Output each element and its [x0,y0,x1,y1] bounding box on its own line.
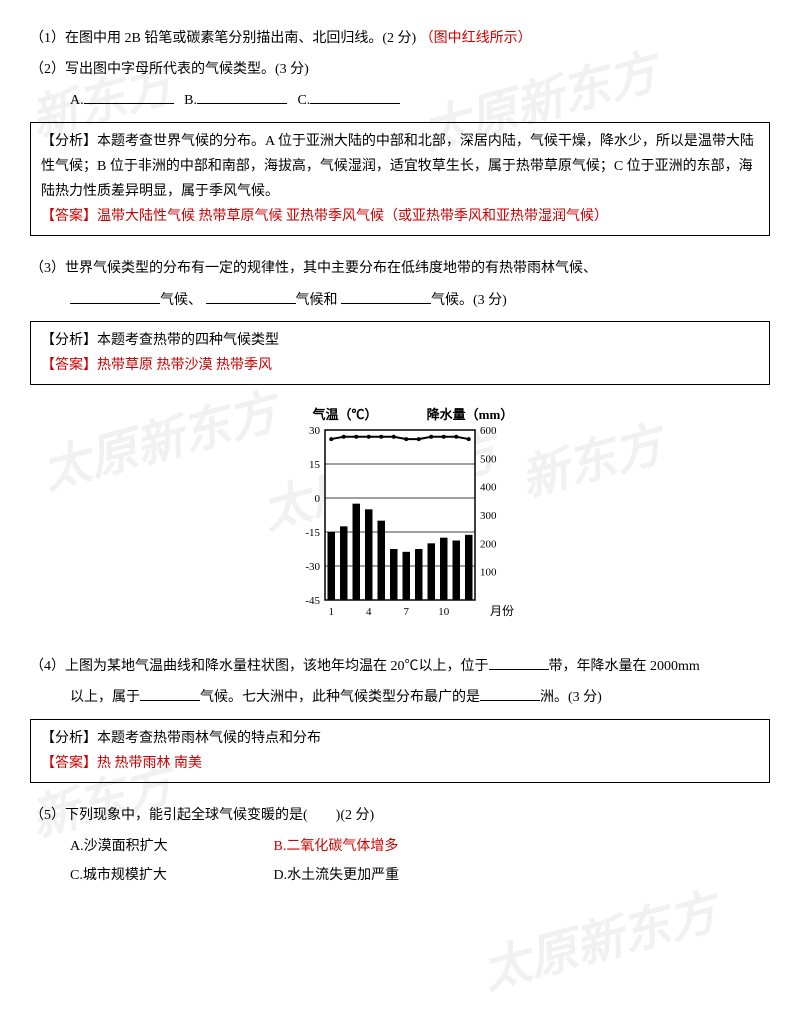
svg-text:300: 300 [480,510,497,522]
svg-text:200: 200 [480,538,497,550]
q2-label-a: A. [70,93,84,108]
q5-optC[interactable]: C.城市规模扩大 [70,863,270,888]
svg-text:气温（℃）: 气温（℃） [312,407,377,422]
svg-text:10: 10 [438,606,450,618]
q4-d: 气候。七大洲中，此种气候类型分布最广的是 [200,690,480,705]
question-4: （4）上图为某地气温曲线和降水量柱状图，该地年均温在 20℃以上，位于 带，年降水… [30,654,770,679]
q5-optD[interactable]: D.水土流失更加严重 [274,863,474,888]
q5-options-row2: C.城市规模扩大 D.水土流失更加严重 [30,863,770,888]
q3-b2: 气候和 [296,293,338,308]
q3-b1: 气候、 [160,293,202,308]
q4-a: （4）上图为某地气温曲线和降水量柱状图，该地年均温在 20℃以上，位于 [30,659,489,674]
q5-text: （5）下列现象中，能引起全球气候变暖的是( )(2 分) [30,808,374,823]
box2-answer: 热带草原 热带沙漠 热带季风 [97,358,272,373]
q2-label-b: B. [184,93,197,108]
question-5: （5）下列现象中，能引起全球气候变暖的是( )(2 分) [30,803,770,828]
svg-text:30: 30 [309,425,321,437]
svg-text:600: 600 [480,425,497,437]
q5-optA[interactable]: A.沙漠面积扩大 [70,834,270,859]
chart-svg: 气温（℃） 降水量（mm） 30 15 0 -15 -30 -45 600 500 400 300 20… [280,405,520,625]
svg-text:降水量（mm）: 降水量（mm） [427,407,514,422]
question-3: （3）世界气候类型的分布有一定的规律性，其中主要分布在低纬度地带的有热带雨林气候… [30,256,770,281]
q2-text: （2）写出图中字母所代表的气候类型。(3 分) [30,62,309,77]
question-1: （1）在图中用 2B 铅笔或碳素笔分别描出南、北回归线。(2 分) （图中红线所… [30,26,770,51]
q3-b3: 气候。(3 分) [431,293,507,308]
box1-analysis: 本题考查世界气候的分布。A 位于亚洲大陆的中部和北部，深居内陆，气候干燥，降水少… [41,134,754,199]
svg-text:4: 4 [366,606,372,618]
blank-c[interactable] [310,89,400,104]
box3-answer-label: 【答案】 [41,756,97,771]
svg-text:15: 15 [309,459,321,471]
box3-analysis: 本题考查热带雨林气候的特点和分布 [97,731,321,746]
svg-text:100: 100 [480,567,497,579]
svg-text:-45: -45 [305,595,320,607]
q3-text-a: （3）世界气候类型的分布有一定的规律性，其中主要分布在低纬度地带的有热带雨林气候… [30,261,597,276]
blank-q4-2[interactable] [140,686,200,701]
box3-analysis-label: 【分析】 [41,731,97,746]
box3-answer: 热 热带雨林 南美 [97,756,202,771]
blank-q3-1[interactable] [70,289,160,304]
box1-analysis-row: 【分析】本题考查世界气候的分布。A 位于亚洲大陆的中部和北部，深居内陆，气候干燥… [41,129,759,205]
q5-optB[interactable]: B.二氧化碳气体增多 [274,834,474,859]
box3-answer-row: 【答案】热 热带雨林 南美 [41,751,759,776]
q4-b: 带，年降水量在 2000mm [549,659,700,674]
box2-analysis: 本题考查热带的四种气候类型 [97,333,279,348]
svg-text:400: 400 [480,482,497,494]
box2-answer-row: 【答案】热带草原 热带沙漠 热带季风 [41,353,759,378]
question-2: （2）写出图中字母所代表的气候类型。(3 分) [30,57,770,82]
q1-note: （图中红线所示） [420,31,532,46]
analysis-box-2: 【分析】本题考查热带的四种气候类型 【答案】热带草原 热带沙漠 热带季风 [30,321,770,385]
box1-answer-row: 【答案】温带大陆性气候 热带草原气候 亚热带季风气候（或亚热带季风和亚热带湿润气… [41,204,759,229]
svg-text:1: 1 [329,606,335,618]
box1-answer: 温带大陆性气候 热带草原气候 亚热带季风气候（或亚热带季风和亚热带湿润气候） [97,209,608,224]
blank-q4-3[interactable] [480,686,540,701]
svg-text:500: 500 [480,453,497,465]
blank-q3-3[interactable] [341,289,431,304]
analysis-box-3: 【分析】本题考查热带雨林气候的特点和分布 【答案】热 热带雨林 南美 [30,719,770,783]
q2-blanks: A. B. C. [30,88,770,113]
q4-e: 洲。(3 分) [540,690,602,705]
svg-text:-15: -15 [305,527,320,539]
box1-answer-label: 【答案】 [41,209,97,224]
q5-options-row1: A.沙漠面积扩大 B.二氧化碳气体增多 [30,834,770,859]
box2-analysis-label: 【分析】 [41,333,97,348]
blank-q4-1[interactable] [489,655,549,670]
svg-text:-30: -30 [305,561,320,573]
q2-label-c: C. [297,93,310,108]
box2-analysis-row: 【分析】本题考查热带的四种气候类型 [41,328,759,353]
q3-blanks: 气候、 气候和 气候。(3 分) [30,288,770,313]
blank-a[interactable] [84,89,174,104]
blank-q3-2[interactable] [206,289,296,304]
box3-analysis-row: 【分析】本题考查热带雨林气候的特点和分布 [41,726,759,751]
svg-text:7: 7 [404,606,410,618]
climate-chart: 气温（℃） 降水量（mm） 30 15 0 -15 -30 -45 600 500 400 300 20… [30,405,770,634]
analysis-box-1: 【分析】本题考查世界气候的分布。A 位于亚洲大陆的中部和北部，深居内陆，气候干燥… [30,122,770,237]
svg-text:0: 0 [315,493,321,505]
question-4-line2: 以上，属于 气候。七大洲中，此种气候类型分布最广的是 洲。(3 分) [30,685,770,710]
q1-text: （1）在图中用 2B 铅笔或碳素笔分别描出南、北回归线。(2 分) [30,31,416,46]
box2-answer-label: 【答案】 [41,358,97,373]
svg-text:月份: 月份 [490,604,514,618]
q4-c: 以上，属于 [70,690,140,705]
box1-analysis-label: 【分析】 [41,134,97,149]
blank-b[interactable] [197,89,287,104]
